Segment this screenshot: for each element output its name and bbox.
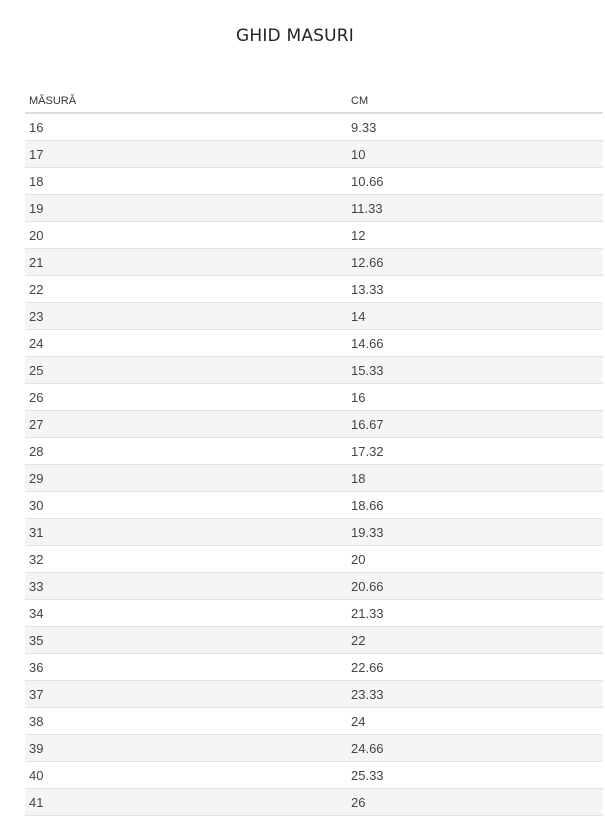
page-title: GHID MASURI [235,26,355,46]
size-cell: 31 [25,518,347,546]
size-cell: 16 [25,113,347,141]
column-header-size: MĂSURĂ [25,90,347,114]
size-cell: 28 [25,437,347,465]
cm-cell: 16 [347,383,603,411]
size-cell: 21 [25,248,347,276]
size-guide-table: MĂSURĂ CM 16 9.33 17 10 18 10.66 19 11.33 20 12 21… [25,90,603,816]
cm-cell: 19.33 [347,518,603,546]
size-cell: 39 [25,734,347,762]
table-row: 29 18 [25,464,603,492]
size-cell: 41 [25,788,347,816]
table-row: 20 12 [25,221,603,249]
column-header-cm: CM [347,90,603,114]
size-cell: 25 [25,356,347,384]
size-cell: 29 [25,464,347,492]
size-cell: 18 [25,167,347,195]
cm-cell: 9.33 [347,113,603,141]
size-cell: 23 [25,302,347,330]
table-row: 37 23.33 [25,680,603,708]
table-row: 23 14 [25,302,603,330]
cm-cell: 24.66 [347,734,603,762]
table-row: 16 9.33 [25,113,603,141]
size-cell: 22 [25,275,347,303]
table-row: 35 22 [25,626,603,654]
table-row: 28 17.32 [25,437,603,465]
size-cell: 27 [25,410,347,438]
table-row: 31 19.33 [25,518,603,546]
table-row: 24 14.66 [25,329,603,357]
size-cell: 24 [25,329,347,357]
table-row: 39 24.66 [25,734,603,762]
cm-cell: 14.66 [347,329,603,357]
table-row: 19 11.33 [25,194,603,222]
table-row: 18 10.66 [25,167,603,195]
table-row: 17 10 [25,140,603,168]
table-row: 21 12.66 [25,248,603,276]
cm-cell: 10 [347,140,603,168]
cm-cell: 22.66 [347,653,603,681]
cm-cell: 12.66 [347,248,603,276]
cm-cell: 18.66 [347,491,603,519]
table-header-row: MĂSURĂ CM [25,90,603,114]
size-cell: 19 [25,194,347,222]
cm-cell: 23.33 [347,680,603,708]
size-cell: 32 [25,545,347,573]
table-row: 30 18.66 [25,491,603,519]
cm-cell: 25.33 [347,761,603,789]
cm-cell: 26 [347,788,603,816]
cm-cell: 22 [347,626,603,654]
table-row: 25 15.33 [25,356,603,384]
size-cell: 30 [25,491,347,519]
size-cell: 40 [25,761,347,789]
size-cell: 37 [25,680,347,708]
cm-cell: 11.33 [347,194,603,222]
table-row: 22 13.33 [25,275,603,303]
table-row: 27 16.67 [25,410,603,438]
size-cell: 34 [25,599,347,627]
size-cell: 26 [25,383,347,411]
cm-cell: 10.66 [347,167,603,195]
size-cell: 36 [25,653,347,681]
table-row: 33 20.66 [25,572,603,600]
size-cell: 38 [25,707,347,735]
size-cell: 20 [25,221,347,249]
cm-cell: 20 [347,545,603,573]
table-row: 38 24 [25,707,603,735]
cm-cell: 20.66 [347,572,603,600]
cm-cell: 13.33 [347,275,603,303]
table-row: 40 25.33 [25,761,603,789]
cm-cell: 18 [347,464,603,492]
cm-cell: 12 [347,221,603,249]
cm-cell: 24 [347,707,603,735]
size-cell: 17 [25,140,347,168]
size-cell: 35 [25,626,347,654]
cm-cell: 15.33 [347,356,603,384]
cm-cell: 14 [347,302,603,330]
size-cell: 33 [25,572,347,600]
cm-cell: 21.33 [347,599,603,627]
table-row: 41 26 [25,788,603,816]
table-row: 26 16 [25,383,603,411]
cm-cell: 17.32 [347,437,603,465]
table-row: 36 22.66 [25,653,603,681]
table-row: 32 20 [25,545,603,573]
cm-cell: 16.67 [347,410,603,438]
table-row: 34 21.33 [25,599,603,627]
